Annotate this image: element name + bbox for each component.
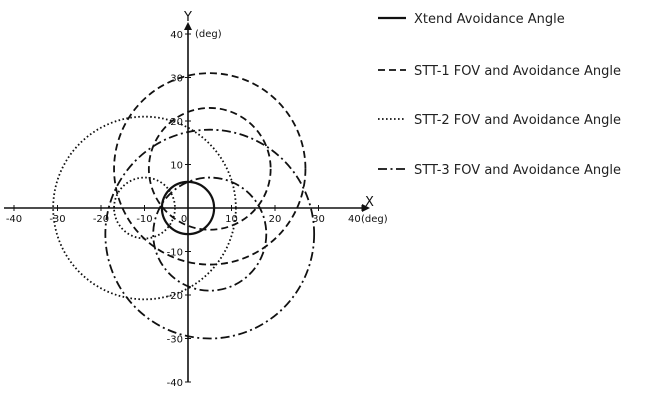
- y-tick-label: 10: [170, 161, 183, 172]
- series-4-circle: [104, 128, 316, 340]
- legend-label-2: STT-1 FOV and Avoidance Angle: [414, 64, 621, 79]
- x-tick-label: 0: [181, 214, 187, 225]
- series-circles: [52, 72, 316, 340]
- series-2-circle: [113, 72, 307, 266]
- y-tick-label: 30: [170, 74, 183, 85]
- x-tick-label: 30: [312, 214, 325, 225]
- legend-label-4: STT-3 FOV and Avoidance Angle: [414, 163, 621, 178]
- series-1-circle: [160, 180, 216, 236]
- x-tick-label: 40: [348, 214, 361, 225]
- y-tick-label: -20: [167, 291, 183, 302]
- y-tick-label: 40: [170, 30, 183, 41]
- y-axis-name: Y: [183, 10, 192, 25]
- y-tick-label: 20: [170, 117, 183, 128]
- y-tick-label: -40: [167, 378, 183, 389]
- series-4-circle: [152, 176, 268, 292]
- x-tick-label: -10: [136, 214, 152, 225]
- x-tick-label: -30: [49, 214, 65, 225]
- x-axis-unit: (deg): [361, 214, 388, 225]
- x-tick-label: -40: [6, 214, 22, 225]
- series-2-circle: [147, 107, 272, 231]
- series-3-circle: [52, 115, 237, 301]
- x-tick-label: -20: [93, 214, 109, 225]
- series-3-circle: [113, 176, 176, 240]
- y-tick-label: -10: [167, 248, 183, 259]
- x-tick-label: 20: [269, 214, 282, 225]
- legend-label-1: Xtend Avoidance Angle: [414, 12, 565, 27]
- y-axis-unit: (deg): [195, 29, 222, 40]
- legend: Xtend Avoidance Angle STT-1 FOV and Avoid…: [378, 12, 621, 178]
- y-tick-label: -30: [167, 335, 183, 346]
- x-tick-label: 10: [225, 214, 238, 225]
- axis-labels: -40 -30 -20 -10 0 10 20 30 40 (deg)X-40-30-20-101…: [6, 10, 388, 389]
- x-axis-name: X: [365, 195, 374, 210]
- legend-label-3: STT-2 FOV and Avoidance Angle: [414, 113, 621, 128]
- axes: [4, 22, 370, 383]
